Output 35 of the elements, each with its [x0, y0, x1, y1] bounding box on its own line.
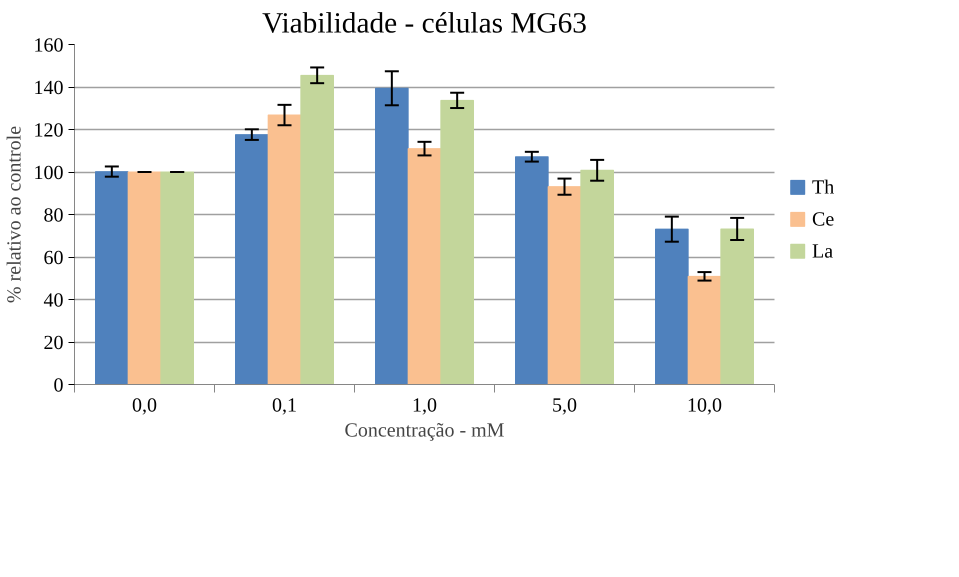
- bar: [440, 100, 474, 384]
- y-tick-label: 40: [44, 290, 64, 312]
- bar: [95, 171, 129, 384]
- bar: [688, 276, 722, 384]
- x-tick-label: 10,0: [687, 394, 722, 416]
- bar: [375, 88, 409, 384]
- y-tick-label: 120: [34, 120, 64, 142]
- bar: [580, 170, 614, 384]
- bar: [515, 156, 549, 384]
- x-tick-label: 1,0: [412, 394, 437, 416]
- x-tick-label: 5,0: [552, 394, 577, 416]
- bar: [720, 228, 754, 384]
- chart-title: Viabilidade - células MG63: [262, 8, 587, 40]
- bar: [548, 186, 582, 384]
- y-tick-label: 160: [34, 34, 64, 56]
- bar: [235, 134, 269, 384]
- bar: [268, 114, 302, 384]
- y-tick-label: 0: [54, 374, 64, 396]
- y-axis-title: % relativo ao controle: [4, 126, 26, 304]
- legend-label: La: [812, 240, 834, 262]
- bar: [160, 172, 194, 384]
- bar: [128, 172, 162, 384]
- x-axis-title: Concentração - mM: [344, 420, 505, 442]
- y-tick-label: 20: [44, 332, 64, 354]
- bar: [408, 148, 442, 384]
- y-tick-label: 100: [34, 162, 64, 184]
- bar: [300, 74, 334, 384]
- bar: [655, 228, 689, 384]
- x-tick-label: 0,0: [132, 394, 157, 416]
- x-tick-label: 0,1: [272, 394, 297, 416]
- y-tick-label: 60: [44, 247, 64, 269]
- y-tick-label: 80: [44, 204, 64, 226]
- legend-label: Th: [812, 176, 834, 198]
- y-tick-label: 140: [34, 77, 64, 99]
- legend-label: Ce: [812, 208, 834, 230]
